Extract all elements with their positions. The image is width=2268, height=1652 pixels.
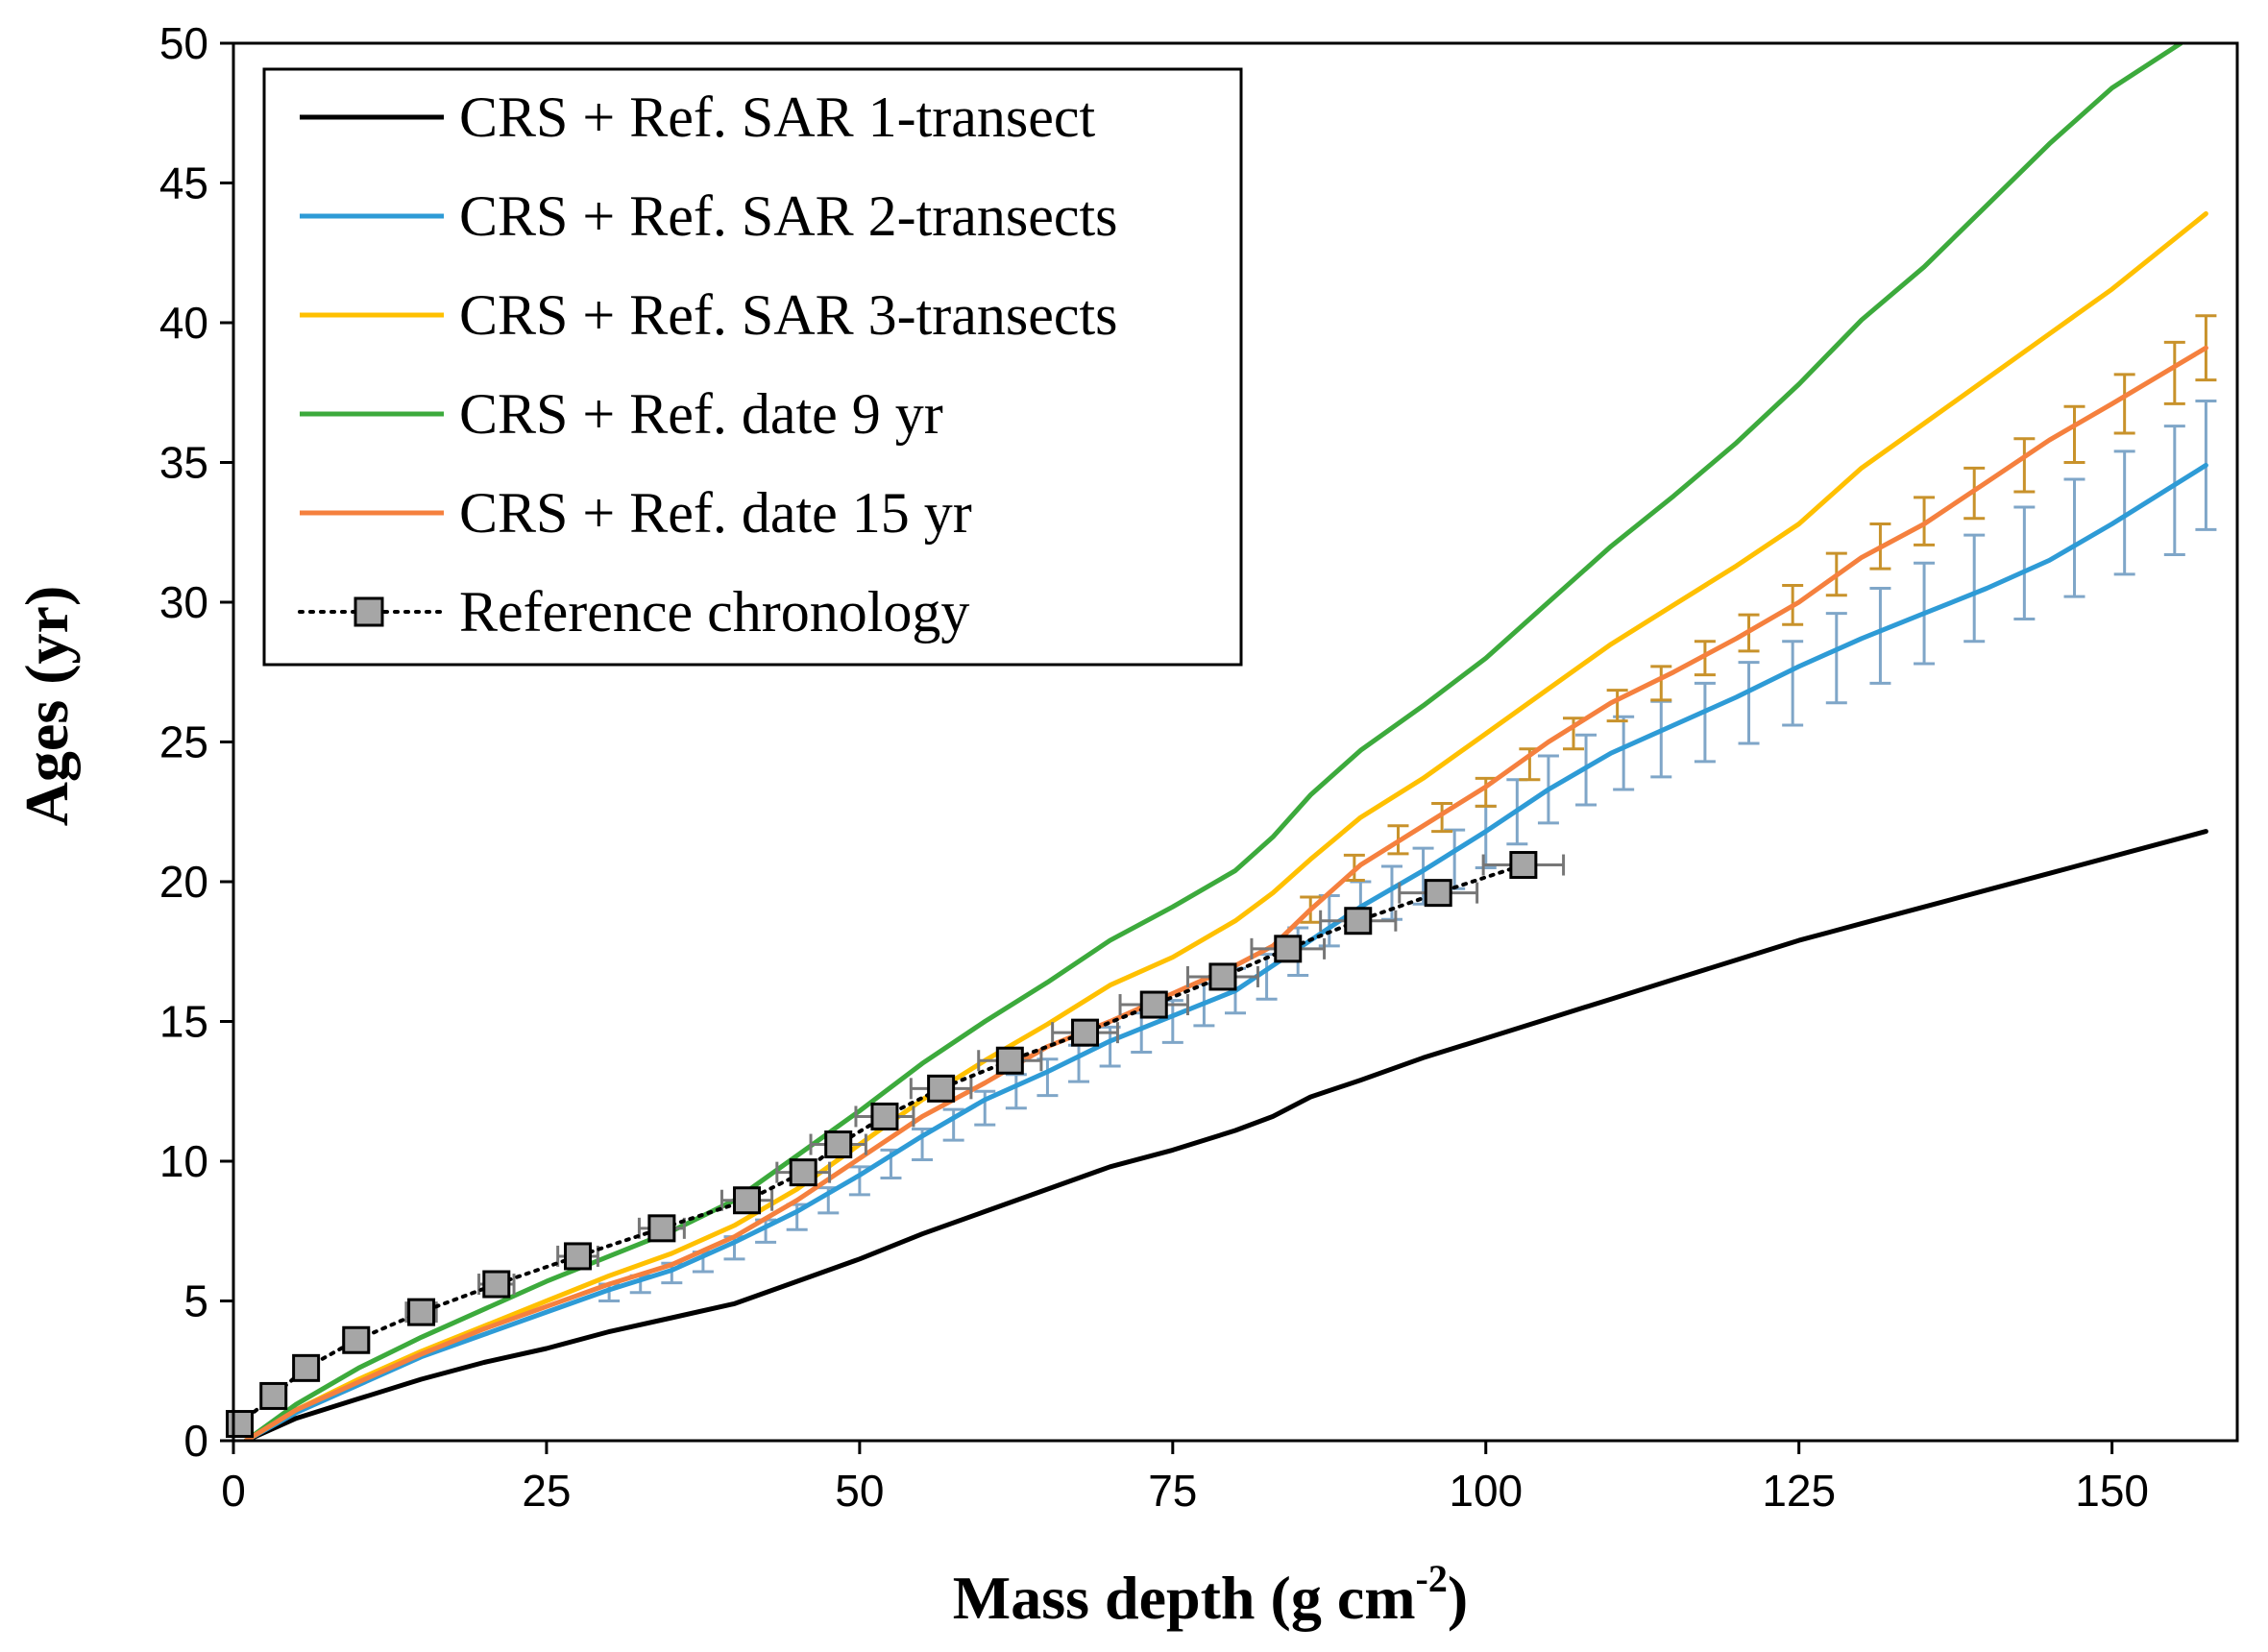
x-tick-label: 50 [835,1466,884,1516]
series-line-sar-3-transects [243,211,2208,1441]
legend-item-sar-1-transect: CRS + Ref. SAR 1-transect [300,85,1095,149]
legend-label: CRS + Ref. date 15 yr [459,481,972,545]
error-bar [942,1107,964,1142]
error-bar [2013,437,2036,494]
error-bar [2113,373,2135,435]
reference-chronology-marker [1071,1018,1100,1047]
reference-chronology-marker [1274,935,1303,963]
error-bar [1963,533,1986,644]
error-bar [848,1165,870,1197]
error-bar [1475,776,1497,808]
error-bar [2113,449,2135,576]
legend-marker [354,596,384,627]
x-tick-label: 125 [1762,1466,1836,1516]
legend-label: Reference chronology [459,580,969,644]
y-tick-label: 5 [183,1276,208,1326]
x-axis-title-superscript: -2 [1416,1557,1448,1600]
legend-box [262,67,1243,667]
series-line-sar-1-transect [243,829,2208,1441]
error-bar [1869,586,1891,685]
y-tick-label: 35 [159,438,208,488]
reference-chronology-marker [789,1158,817,1187]
error-bar [1825,612,1847,705]
legend-item-reference-chronology: Reference chronology [298,580,969,644]
reference-chronology-marker [342,1325,371,1354]
reference-chronology-marker [1208,962,1237,991]
x-axis-title-close: ) [1448,1564,1468,1632]
reference-chronology-marker [824,1130,853,1159]
error-bar [2063,477,2085,598]
reference-chronology-marker [995,1046,1024,1075]
y-tick-label: 15 [159,997,208,1047]
error-bar [1738,661,1760,745]
reference-chronology-marker [564,1242,593,1271]
reference-chronology-marker [1509,851,1538,880]
error-bar [1782,640,1804,727]
reference-chronology-marker [647,1214,676,1243]
legend-item-sar-2-transects: CRS + Ref. SAR 2-transects [300,184,1118,248]
x-tick-label: 100 [1449,1466,1523,1516]
reference-chronology-marker [1344,907,1373,935]
error-bar [1005,1073,1027,1110]
reference-chronology-layer [226,851,1566,1439]
reference-chronology-marker [733,1186,762,1215]
y-tick-label: 50 [159,18,208,68]
reference-chronology-marker [259,1381,288,1410]
error-bar [1650,665,1672,702]
y-tick-label: 25 [159,717,208,767]
reference-chronology-marker [482,1270,511,1299]
reference-chronology-marker [226,1410,255,1439]
error-bar [2013,505,2036,620]
x-tick-label: 150 [2075,1466,2149,1516]
legend-item-date-15-yr: CRS + Ref. date 15 yr [300,481,972,545]
error-bar [1431,802,1453,834]
y-tick-label: 20 [159,857,208,907]
axis-layer: 0 25 50 75 100 125 150 0 5 10 15 20 25 30 35 40 45 50 [159,18,2149,1516]
series-layer [243,43,2208,1441]
error-bar [2163,340,2185,405]
error-bar [1606,689,1628,723]
legend-item-date-9-yr: CRS + Ref. date 9 yr [300,382,943,446]
reference-chronology-marker [927,1074,956,1103]
error-bar [1563,717,1585,751]
error-bar [1694,640,1716,677]
y-tick-label: 30 [159,577,208,627]
error-bar [2063,404,2085,464]
series-line-date-9-yr [243,43,2183,1441]
y-tick-label: 45 [159,158,208,208]
reference-chronology-marker [1139,990,1168,1019]
x-tick-label: 0 [221,1466,246,1516]
reference-chronology-marker [407,1298,436,1326]
reference-chronology-marker [292,1353,321,1382]
y-tick-label: 0 [183,1416,208,1466]
error-bar [974,1089,996,1127]
error-bar [2163,425,2185,557]
legend-label: CRS + Ref. SAR 1-transect [459,85,1095,149]
x-axis-title-main: Mass depth (g cm [953,1564,1416,1632]
legend-label: CRS + Ref. SAR 3-transects [459,283,1118,347]
y-tick-label: 40 [159,298,208,348]
x-axis-title: Mass depth (g cm-2) [953,1557,1468,1632]
error-bar [1694,681,1716,764]
legend-label: CRS + Ref. SAR 2-transects [459,184,1118,248]
legend-label: CRS + Ref. date 9 yr [459,382,943,446]
series-line-sar-2-transects [243,462,2208,1441]
y-tick-label: 10 [159,1136,208,1186]
legend: CRS + Ref. SAR 1-transect CRS + Ref. SAR … [262,67,1243,667]
reference-chronology-marker [1424,879,1452,908]
y-axis-title: Ages (yr) [12,586,81,827]
x-tick-label: 75 [1148,1466,1197,1516]
reference-chronology-marker [870,1102,899,1130]
x-tick-label: 25 [522,1466,571,1516]
legend-item-sar-3-transects: CRS + Ref. SAR 3-transects [300,283,1118,347]
